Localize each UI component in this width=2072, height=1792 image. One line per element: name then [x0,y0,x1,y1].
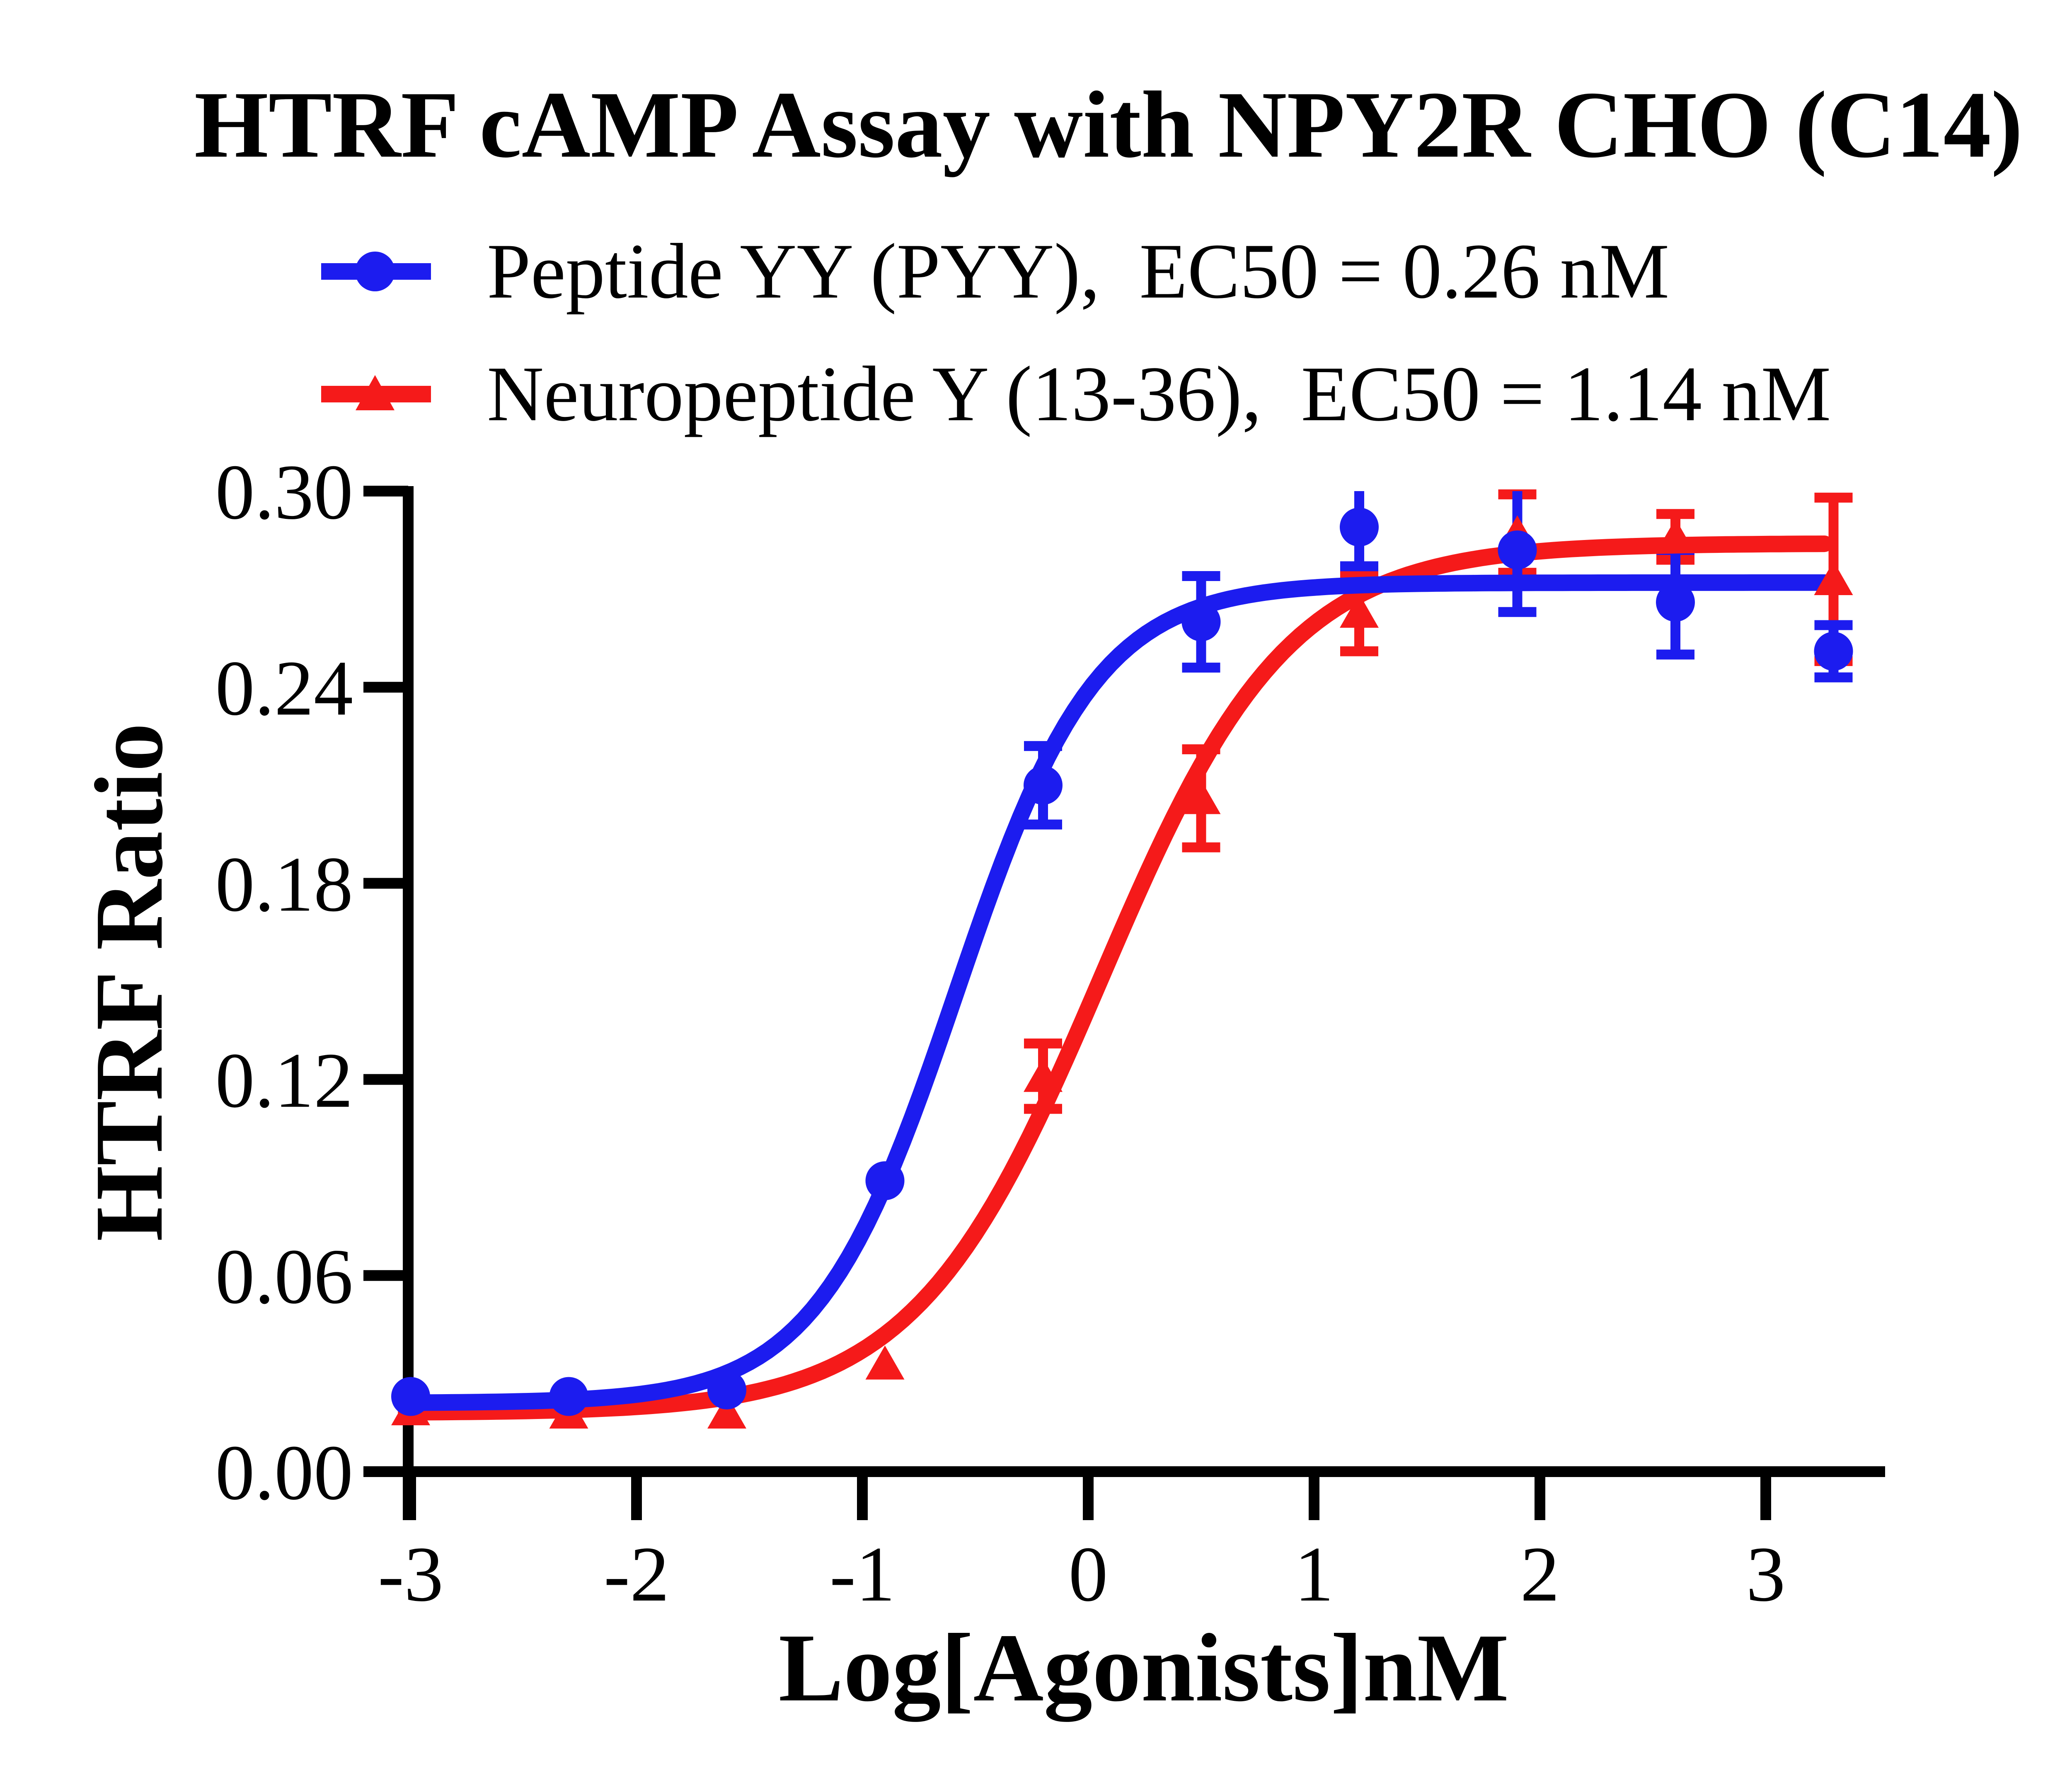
legend: Peptide YY (PYY), EC50 = 0.26 nM Neurope… [321,228,1831,438]
x-tick-label: -1 [830,1531,895,1618]
legend-item-npy1336: Neuropeptide Y (13-36), EC50 = 1.14 nM [321,351,1831,438]
fitted-curves [398,535,1833,1421]
y-tick-label: 0.18 [215,841,353,928]
circle-marker [707,1370,746,1409]
legend-triangle-marker-icon [356,375,395,410]
legend-item-pyy: Peptide YY (PYY), EC50 = 0.26 nM [321,228,1669,315]
legend-circle-marker-icon [355,252,395,291]
circle-marker [1656,583,1695,622]
y-tick-label: 0.12 [215,1037,353,1124]
triangle-marker [1814,561,1853,595]
circle-marker [391,1377,430,1416]
circle-marker [1024,765,1063,805]
circle-marker [1340,507,1379,547]
triangle-marker [865,1345,905,1380]
y-tick-label: 0.00 [215,1429,353,1516]
x-tick-label: 2 [1520,1531,1560,1618]
circle-marker [1181,602,1221,642]
triangle-marker [1024,1058,1063,1092]
x-tick-labels: -3 -2 -1 0 1 2 3 [378,1531,1786,1618]
x-tick-label: 1 [1295,1531,1334,1618]
y-tick-label: 0.30 [215,449,353,536]
fit-curve-pyy [398,574,1833,1411]
chart-title: HTRF cAMP Assay with NPY2R CHO (C14) [194,72,2023,177]
data-point-markers [391,507,1853,1429]
y-axis-title: HTRF Ratio [75,723,183,1241]
circle-marker [1498,530,1537,569]
y-tick-label: 0.06 [215,1233,353,1320]
y-tick-labels: 0.00 0.06 0.12 0.18 0.24 0.30 [215,449,353,1516]
x-tick-label: -2 [604,1531,669,1618]
x-tick-label: -3 [378,1531,443,1618]
x-tick-label: 0 [1069,1531,1108,1618]
circle-marker [549,1377,588,1416]
circle-marker [1814,632,1853,671]
triangle-marker [1656,518,1695,553]
triangle-marker [1181,780,1221,814]
triangle-marker [707,1395,746,1429]
y-tick-label: 0.24 [215,645,353,732]
x-tick-label: 3 [1746,1531,1786,1618]
fit-curve-npy1336 [398,535,1833,1421]
x-axis-title: Log[Agonists]nM [779,1614,1509,1722]
axes [363,486,1885,1520]
legend-label-pyy: Peptide YY (PYY), EC50 = 0.26 nM [487,228,1669,315]
triangle-marker [1340,593,1379,628]
legend-label-npy1336: Neuropeptide Y (13-36), EC50 = 1.14 nM [487,351,1831,438]
circle-marker [865,1161,905,1201]
